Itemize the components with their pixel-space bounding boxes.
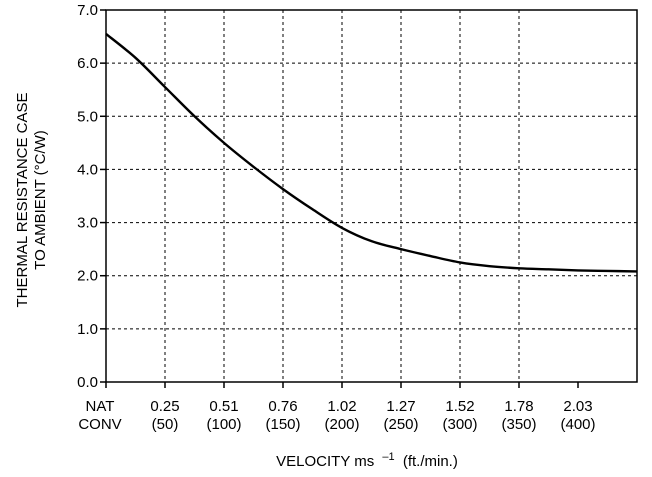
x-axis-label-unit: (ft./min.): [403, 453, 458, 470]
y-axis-label-line2: TO AMBIENT (°C/W): [32, 130, 49, 270]
x-tick-label: NAT: [86, 398, 115, 415]
x-tick-label-secondary: (100): [206, 416, 241, 433]
x-tick-label: 1.78: [504, 398, 533, 415]
x-tick-label-secondary: CONV: [78, 416, 121, 433]
plot-frame: [105, 9, 638, 383]
x-tick-label-secondary: (250): [383, 416, 418, 433]
y-tick-label: 5.0: [77, 108, 98, 125]
x-tick-label-secondary: (50): [152, 416, 179, 433]
y-axis-ticks: 0.0 1.0 2.0 3.0 4.0 5.0 6.0 7.0: [77, 2, 106, 391]
x-axis-label-main: VELOCITY ms: [276, 453, 374, 470]
x-tick-label: 1.02: [327, 398, 356, 415]
x-axis-label: VELOCITY ms –1 (ft./min.): [276, 447, 458, 470]
x-axis-label-sup: –1: [382, 451, 394, 463]
x-tick-label-secondary: (150): [265, 416, 300, 433]
y-tick-label: 6.0: [77, 55, 98, 72]
series-line: [105, 32, 638, 273]
x-tick-label-secondary: (300): [442, 416, 477, 433]
y-tick-label: 0.0: [77, 374, 98, 391]
x-tick-label: 0.51: [209, 398, 238, 415]
x-tick-label: 1.27: [386, 398, 415, 415]
y-tick-label: 1.0: [77, 321, 98, 338]
y-tick-label: 4.0: [77, 161, 98, 178]
x-tick-label: 0.76: [268, 398, 297, 415]
series-layer: [105, 32, 638, 273]
x-tick-label-secondary: (400): [560, 416, 595, 433]
x-tick-label-secondary: (200): [324, 416, 359, 433]
x-tick-label: 2.03: [563, 398, 592, 415]
x-tick-label: 1.52: [445, 398, 474, 415]
y-axis-label-line1: THERMAL RESISTANCE CASE: [14, 92, 31, 307]
x-tick-label: 0.25: [150, 398, 179, 415]
grid: [106, 10, 637, 382]
y-tick-label: 3.0: [77, 215, 98, 232]
y-tick-label: 2.0: [77, 268, 98, 285]
x-tick-label-secondary: (350): [501, 416, 536, 433]
y-tick-label: 7.0: [77, 2, 98, 19]
